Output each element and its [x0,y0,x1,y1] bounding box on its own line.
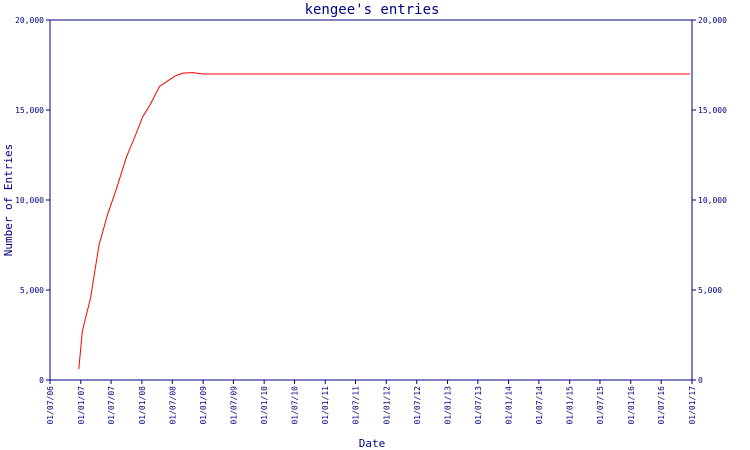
x-tick-label: 01/07/10 [290,386,299,425]
y-tick-label-right: 15,000 [698,106,727,115]
x-tick-label: 01/01/12 [382,386,391,425]
y-tick-label-left: 15,000 [15,106,44,115]
y-tick-label-left: 0 [39,376,44,385]
x-tick-label: 01/01/07 [77,386,86,425]
x-tick-label: 01/07/13 [474,386,483,425]
y-tick-label-right: 0 [698,376,703,385]
x-axis-label: Date [359,437,386,450]
y-tick-label-left: 20,000 [15,16,44,25]
x-tick-label: 01/01/14 [505,386,514,425]
y-axis-label: Number of Entries [2,144,15,257]
x-tick-label: 01/01/15 [566,386,575,425]
x-tick-label: 01/07/15 [596,386,605,425]
series-line [78,72,690,370]
x-tick-label: 01/01/11 [321,386,330,425]
y-tick-label-right: 10,000 [698,196,727,205]
x-tick-label: 01/01/16 [627,386,636,425]
x-tick-label: 01/01/17 [688,386,697,425]
x-tick-label: 01/07/16 [657,386,666,425]
x-tick-label: 01/07/12 [413,386,422,425]
y-tick-label-left: 5,000 [20,286,44,295]
x-tick-label: 01/01/13 [444,386,453,425]
x-tick-label: 01/01/09 [199,386,208,425]
x-tick-label: 01/07/09 [229,386,238,425]
y-tick-label-right: 20,000 [698,16,727,25]
x-tick-label: 01/01/10 [260,386,269,425]
x-tick-label: 01/07/08 [168,386,177,425]
y-tick-label-left: 10,000 [15,196,44,205]
x-tick-label: 01/07/14 [535,386,544,425]
y-tick-label-right: 5,000 [698,286,722,295]
x-tick-label: 01/07/11 [352,386,361,425]
x-tick-label: 01/07/07 [107,386,116,425]
x-tick-label: 01/07/06 [46,386,55,425]
chart-title: kengee's entries [305,2,440,18]
chart-marks: 0 0 5,000 5,000 10,000 10,000 15,000 15,000 20,0… [15,16,727,425]
x-tick-label: 01/01/08 [138,386,147,425]
